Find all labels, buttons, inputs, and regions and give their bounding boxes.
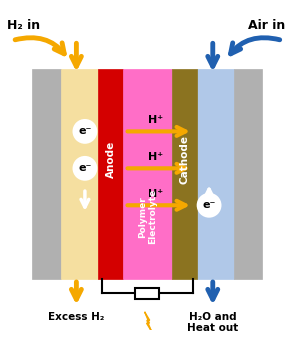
Circle shape (74, 157, 96, 180)
Text: e⁻: e⁻ (202, 200, 216, 210)
Text: H⁺: H⁺ (148, 189, 164, 199)
Circle shape (198, 194, 220, 217)
Bar (32, 69, 61, 279)
Bar (123, 69, 172, 279)
Bar (172, 69, 197, 279)
Text: H₂O and
Heat out: H₂O and Heat out (187, 312, 238, 333)
Bar (61, 69, 98, 279)
Bar (98, 69, 123, 279)
Circle shape (74, 120, 96, 143)
Text: Anode: Anode (105, 141, 115, 178)
Text: Cathode: Cathode (179, 135, 189, 184)
Text: H₂ in: H₂ in (7, 19, 40, 32)
Text: H⁺: H⁺ (148, 115, 164, 125)
Polygon shape (145, 312, 152, 332)
Bar (234, 69, 263, 279)
Text: e⁻: e⁻ (78, 163, 92, 173)
Bar (135, 288, 159, 299)
Text: H⁺: H⁺ (148, 152, 164, 162)
Text: e⁻: e⁻ (78, 126, 92, 137)
Text: Polymer
Electrolyte: Polymer Electrolyte (138, 189, 157, 244)
Bar (197, 69, 234, 279)
Text: Excess H₂: Excess H₂ (48, 312, 105, 322)
Text: Air in: Air in (248, 19, 285, 32)
